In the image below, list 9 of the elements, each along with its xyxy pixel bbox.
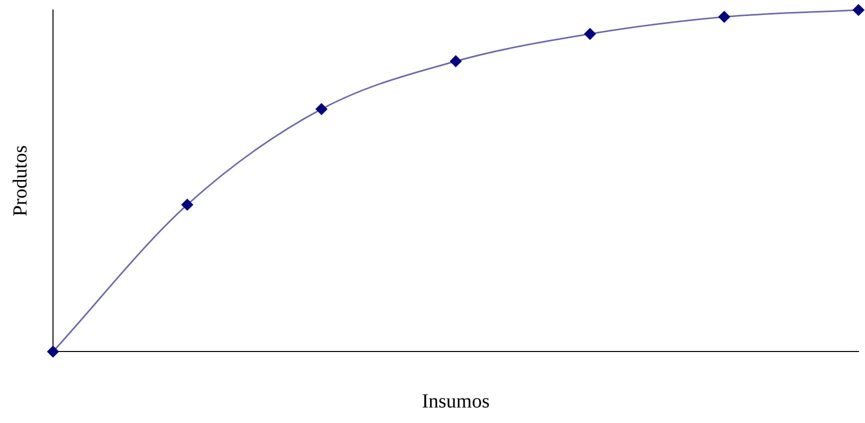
point <box>584 28 596 40</box>
point <box>47 346 59 358</box>
y-axis-title: Produtos <box>9 145 32 216</box>
x-axis-title: Insumos <box>422 390 490 412</box>
point <box>718 11 730 23</box>
point <box>450 55 462 67</box>
point <box>316 103 328 115</box>
point <box>182 198 193 210</box>
point <box>852 4 864 16</box>
